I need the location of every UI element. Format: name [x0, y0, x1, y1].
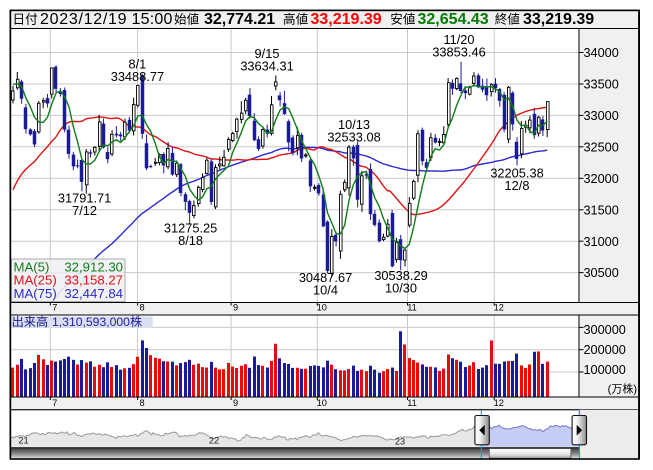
svg-text:7: 7: [52, 303, 57, 313]
svg-text:2023/12/19: 2023/12/19: [40, 11, 127, 28]
svg-text:12: 12: [494, 303, 504, 313]
svg-text:32,654.43: 32,654.43: [418, 11, 489, 28]
svg-text:15:00: 15:00: [132, 11, 173, 28]
svg-text:12/8: 12/8: [505, 178, 530, 193]
svg-text:11/20: 11/20: [443, 32, 474, 47]
svg-text:日付: 日付: [13, 13, 38, 27]
svg-text:32500: 32500: [584, 140, 619, 154]
svg-text:10/30: 10/30: [385, 280, 417, 295]
svg-text:8/18: 8/18: [178, 233, 203, 248]
svg-text:33634.31: 33634.31: [240, 59, 293, 74]
svg-text:MA(25): MA(25): [14, 273, 57, 288]
svg-text:10: 10: [317, 398, 327, 408]
svg-text:21: 21: [18, 435, 28, 445]
svg-text:33,219.39: 33,219.39: [311, 11, 382, 28]
svg-text:(万株): (万株): [608, 382, 637, 396]
svg-text:8/1: 8/1: [129, 57, 147, 72]
svg-text:32,447.84: 32,447.84: [64, 286, 123, 301]
svg-text:8: 8: [140, 303, 145, 313]
svg-text:300000: 300000: [584, 323, 626, 337]
svg-text:22: 22: [209, 435, 219, 445]
svg-text:31275.25: 31275.25: [164, 221, 217, 236]
svg-text:12: 12: [494, 398, 504, 408]
svg-text:30487.67: 30487.67: [299, 270, 352, 285]
svg-text:始値: 始値: [174, 12, 200, 27]
svg-text:30500: 30500: [584, 266, 619, 280]
svg-text:MA(75): MA(75): [14, 286, 57, 301]
svg-text:11: 11: [407, 303, 417, 313]
svg-text:32,912.30: 32,912.30: [64, 259, 123, 274]
svg-text:200000: 200000: [584, 343, 626, 357]
svg-text:100000: 100000: [584, 363, 626, 377]
svg-text:終値: 終値: [495, 12, 521, 27]
svg-text:33853.46: 33853.46: [432, 45, 485, 60]
svg-text:34000: 34000: [584, 46, 619, 60]
svg-text:安値: 安値: [390, 12, 416, 27]
svg-text:MA(5): MA(5): [14, 259, 50, 274]
svg-text:33500: 33500: [584, 78, 619, 92]
svg-text:33488.77: 33488.77: [111, 69, 164, 84]
svg-text:32000: 32000: [584, 172, 619, 186]
svg-text:32,774.21: 32,774.21: [204, 11, 275, 28]
svg-text:32533.08: 32533.08: [327, 130, 380, 145]
svg-text:11: 11: [407, 398, 417, 408]
svg-text:7/12: 7/12: [72, 203, 97, 218]
svg-text:高値: 高値: [283, 12, 309, 27]
svg-text:9: 9: [233, 303, 238, 313]
svg-text:7: 7: [52, 398, 57, 408]
svg-text:30538.29: 30538.29: [374, 268, 427, 283]
svg-text:31500: 31500: [584, 203, 619, 217]
svg-text:31000: 31000: [584, 235, 619, 249]
svg-text:33,158.27: 33,158.27: [64, 273, 123, 288]
svg-text:33000: 33000: [584, 109, 619, 123]
svg-text:9: 9: [233, 398, 238, 408]
svg-text:10: 10: [317, 303, 327, 313]
svg-text:1,310,593,000株: 1,310,593,000株: [52, 314, 142, 329]
svg-text:出来高: 出来高: [12, 314, 49, 329]
svg-text:10/13: 10/13: [338, 117, 370, 132]
svg-text:9/15: 9/15: [255, 46, 280, 61]
svg-text:8: 8: [140, 398, 145, 408]
svg-text:33,219.39: 33,219.39: [523, 11, 594, 28]
svg-text:32205.38: 32205.38: [490, 165, 543, 180]
svg-text:10/4: 10/4: [313, 282, 338, 297]
svg-text:23: 23: [395, 436, 405, 446]
svg-text:31791.71: 31791.71: [58, 190, 111, 205]
